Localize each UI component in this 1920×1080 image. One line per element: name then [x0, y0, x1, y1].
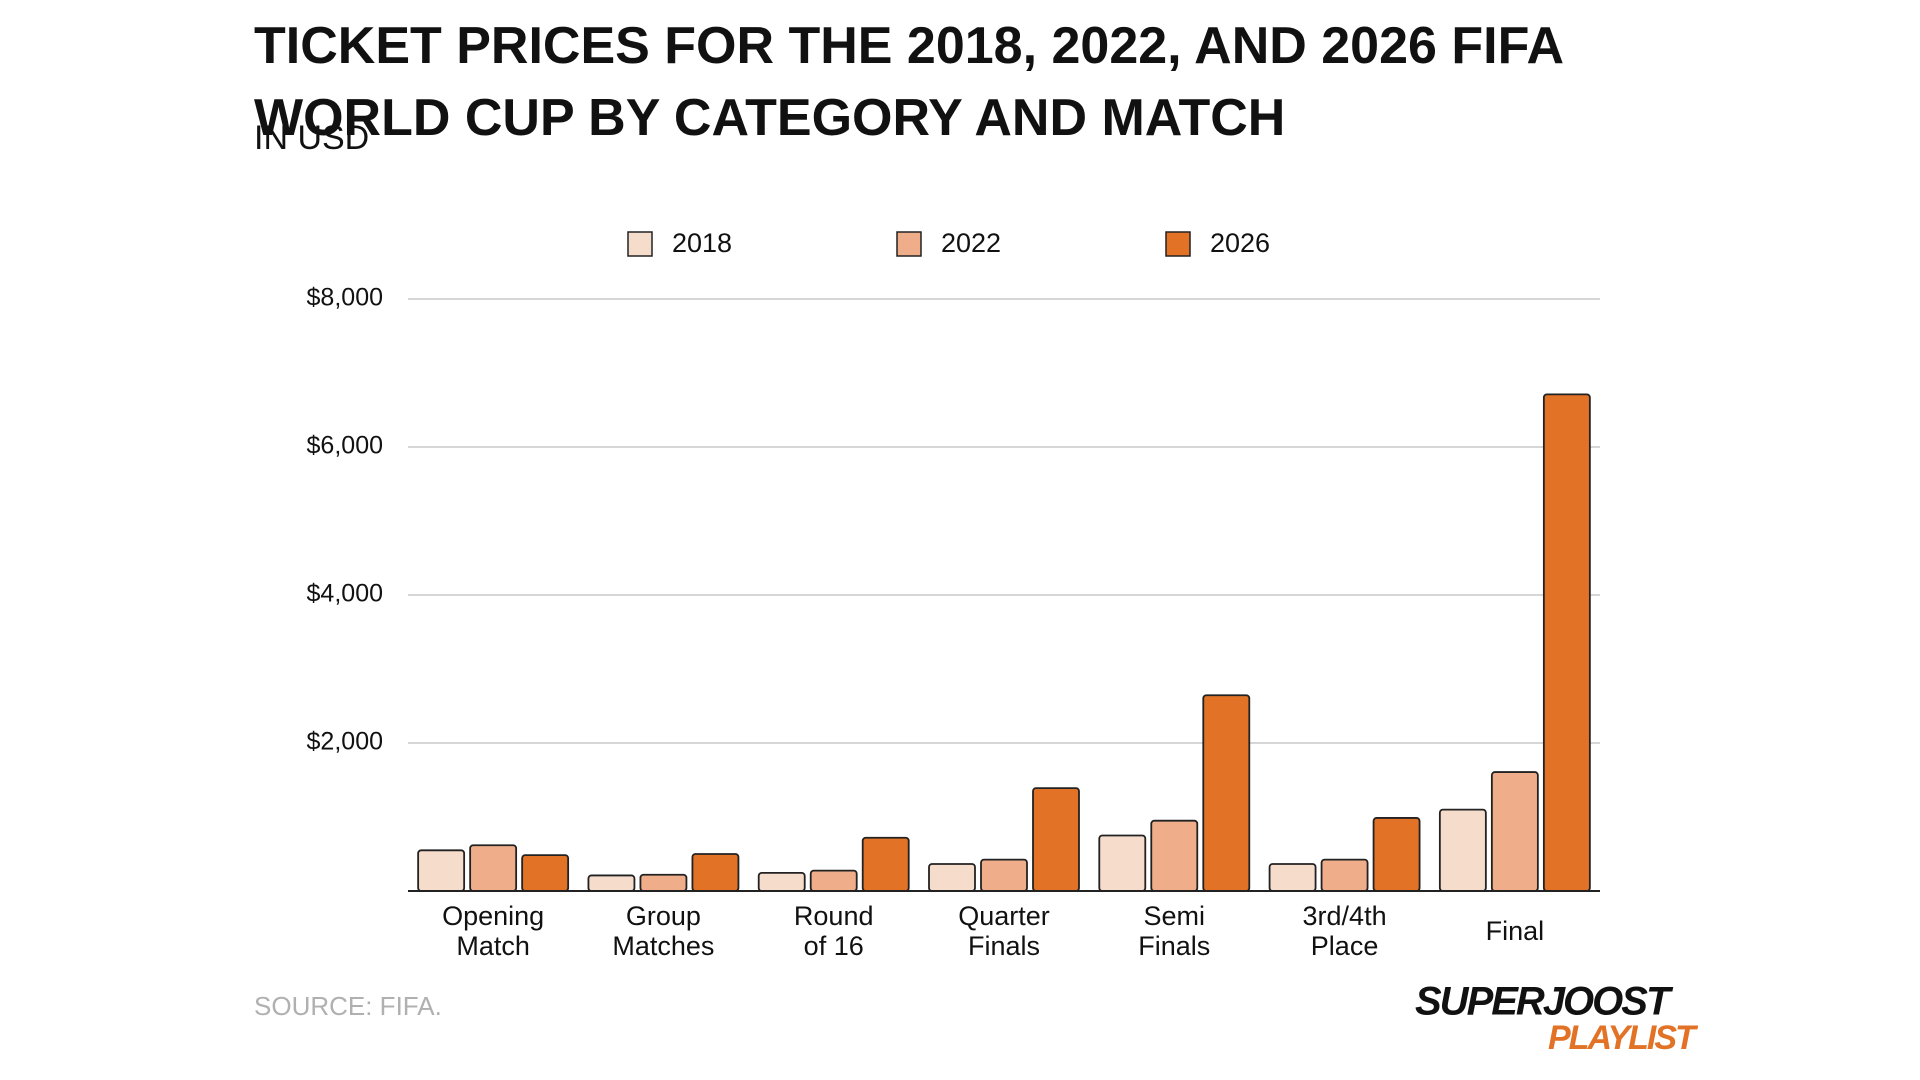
- bar: [1438, 808, 1487, 892]
- bar: [1098, 834, 1147, 892]
- bar: [639, 873, 688, 892]
- bar: [587, 874, 636, 892]
- bar: [417, 849, 466, 892]
- y-tick-label: $8,000: [307, 284, 383, 312]
- source: SOURCE: FIFA.: [254, 991, 442, 1021]
- bar: [1320, 858, 1369, 892]
- legend-label: 2018: [672, 228, 732, 258]
- bar: [1542, 393, 1591, 892]
- bar: [1202, 694, 1251, 892]
- bar: [928, 863, 976, 892]
- legend-label: 2026: [1210, 228, 1270, 258]
- x-tick-label: Round of 16: [794, 901, 874, 961]
- bar: [1268, 863, 1317, 892]
- y-tick-label: $6,000: [307, 432, 383, 460]
- bar: [757, 871, 806, 892]
- x-tick-label: Opening Match: [442, 901, 544, 961]
- x-tick-label: Semi Finals: [1138, 901, 1210, 961]
- bar: [1490, 771, 1539, 892]
- legend-swatch: [896, 231, 922, 257]
- chart-subtitle: IN USD: [254, 119, 369, 157]
- legend-swatch: [1165, 231, 1191, 257]
- bar: [691, 853, 740, 892]
- x-tick-label: Group Matches: [612, 901, 714, 961]
- x-tick-label: Final: [1486, 916, 1545, 946]
- x-tick-label: Quarter Finals: [958, 901, 1050, 961]
- bar: [980, 858, 1028, 892]
- bar: [1032, 787, 1080, 892]
- x-tick-label: 3rd/4th Place: [1303, 901, 1387, 961]
- y-tick-label: $2,000: [307, 728, 383, 756]
- chart-title: TICKET PRICES FOR THE 2018, 2022, AND 20…: [254, 17, 1564, 147]
- bar: [861, 836, 910, 892]
- legend-label: 2022: [941, 228, 1001, 258]
- bar: [1150, 819, 1199, 892]
- logo-top: SUPERJOOST: [1415, 980, 1674, 1024]
- bar: [1372, 817, 1421, 892]
- bar: [521, 854, 570, 892]
- bar: [469, 844, 518, 892]
- legend-swatch: [627, 231, 653, 257]
- y-tick-label: $4,000: [307, 580, 383, 608]
- bar: [809, 869, 858, 892]
- logo-bottom: PLAYLIST: [1548, 1019, 1699, 1057]
